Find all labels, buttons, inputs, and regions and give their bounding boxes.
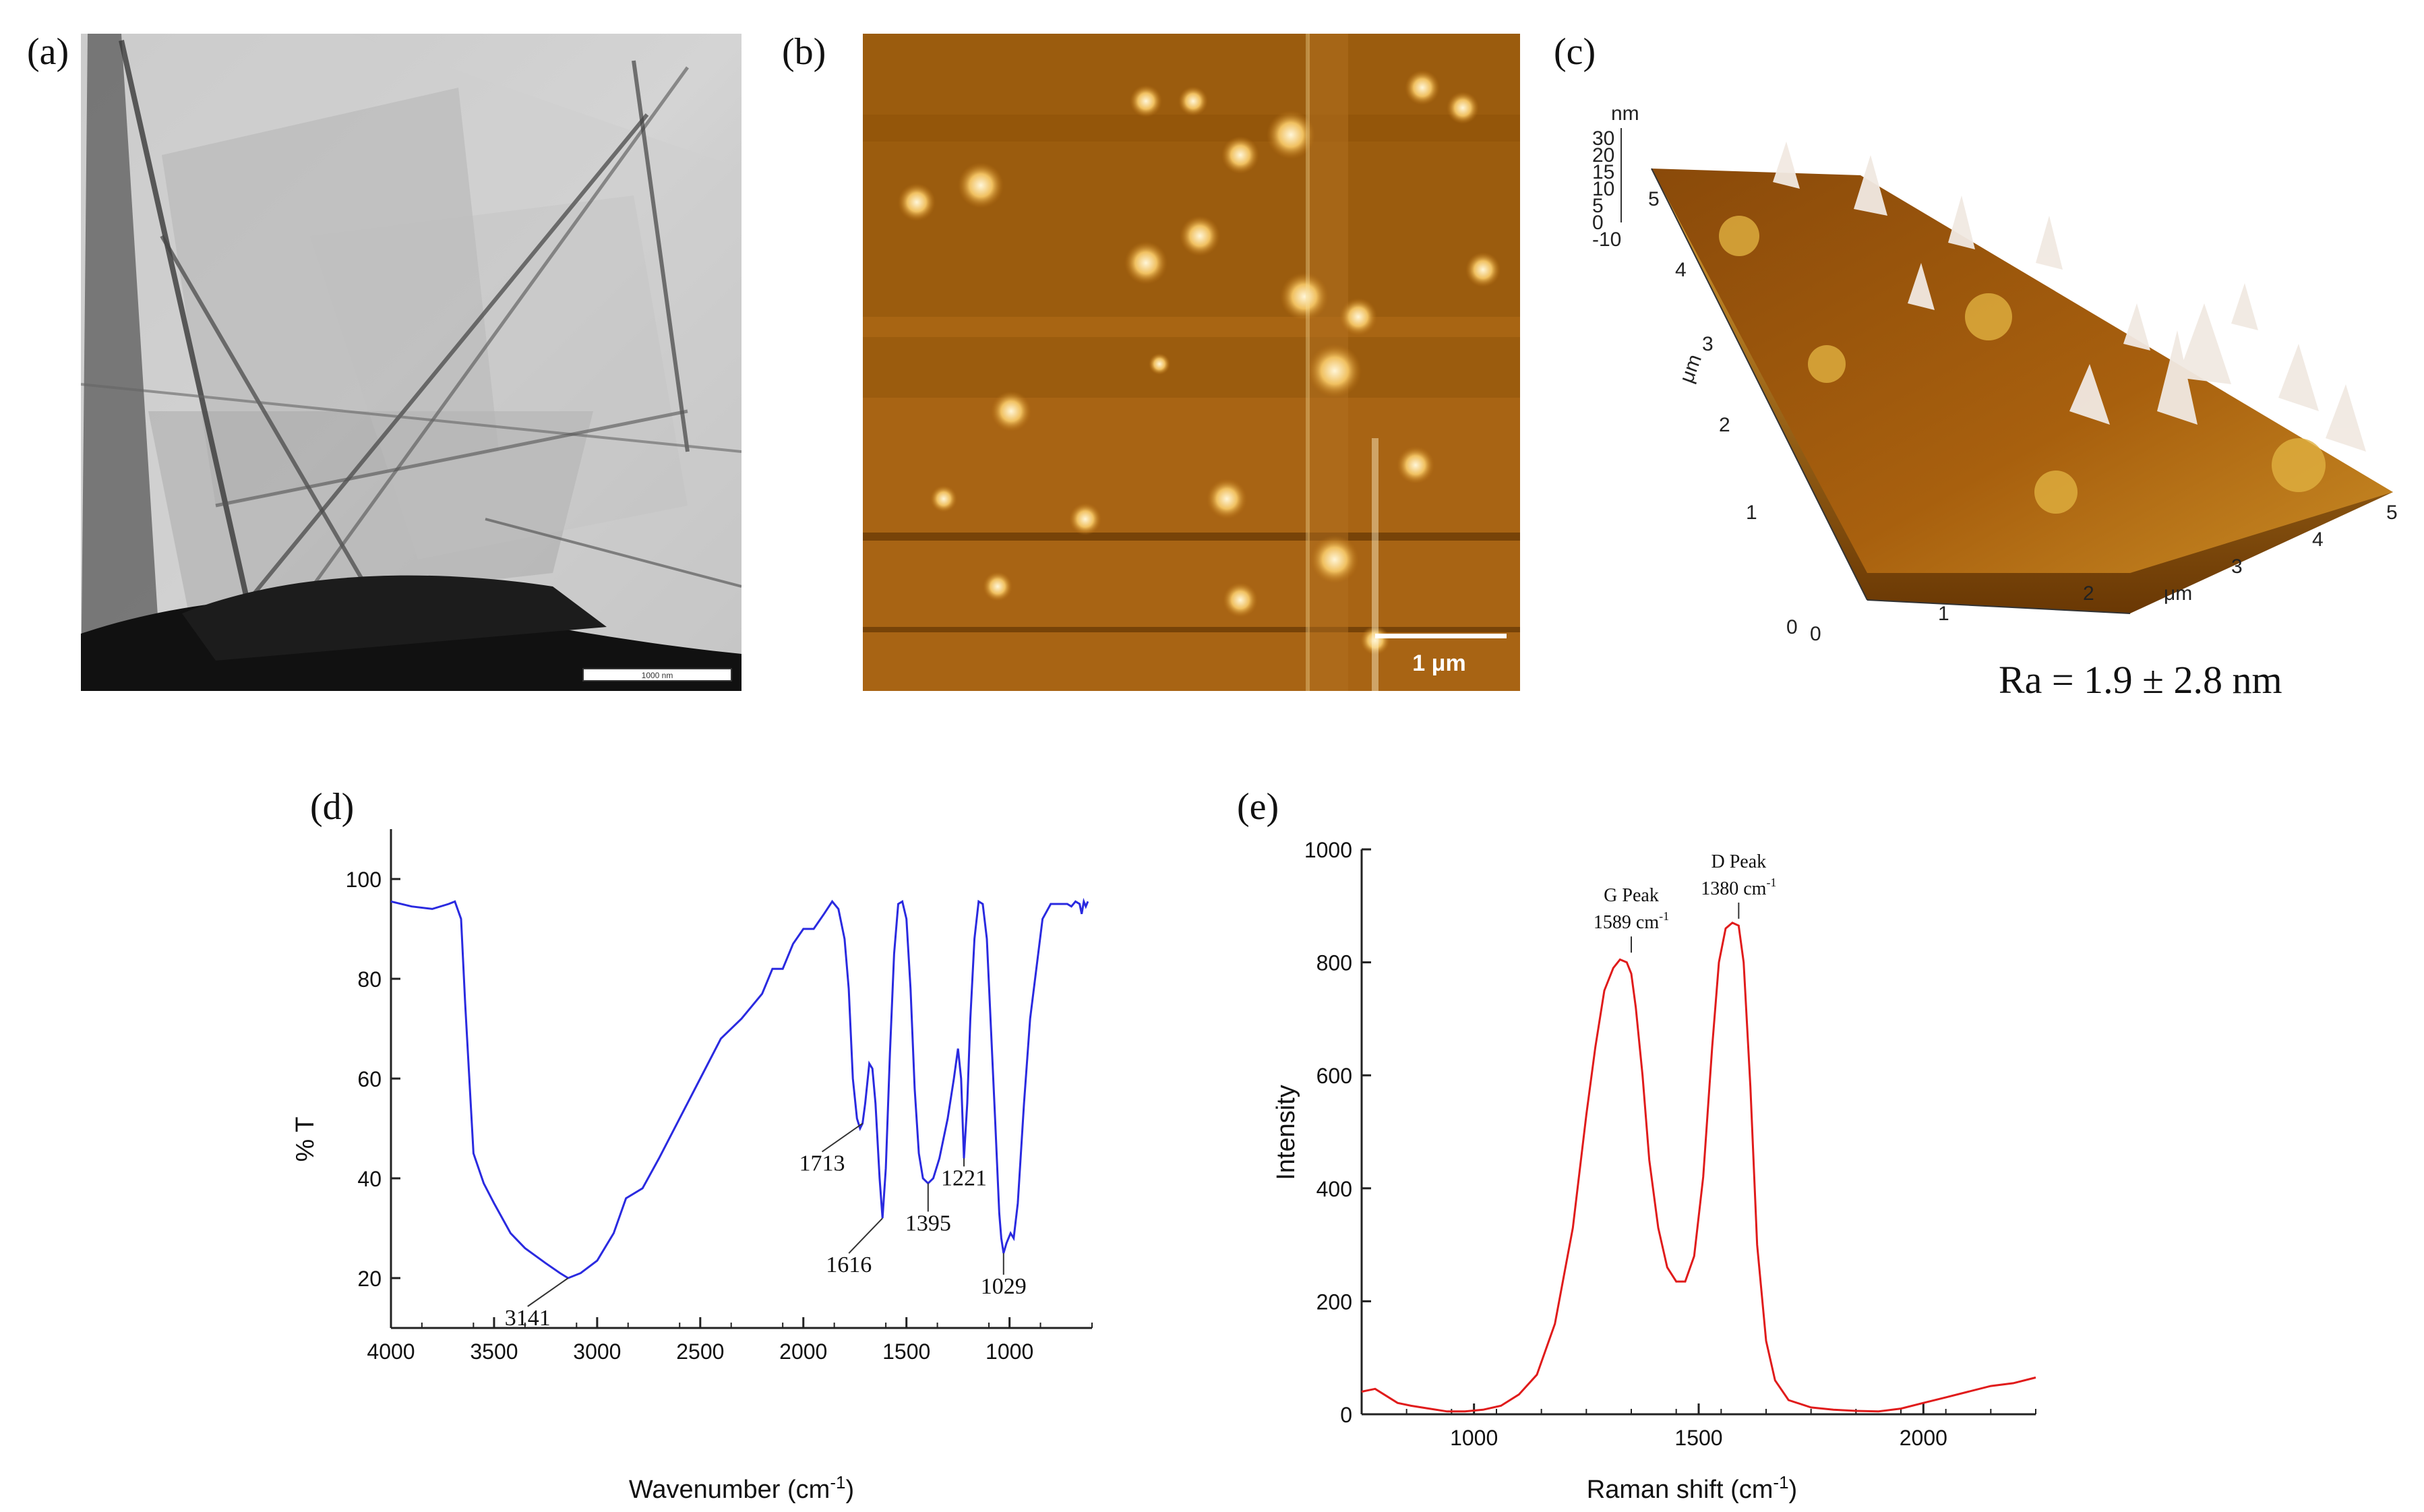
y-tick-label: 0 [1786,616,1798,638]
ftir-annotation-leader [527,1277,569,1307]
y-tick-label: 100 [346,868,382,892]
tem-scalebar-label: 1000 nm [642,671,673,680]
x-tick-label: 2000 [1900,1426,1947,1450]
raman-series-line [1361,921,2036,1413]
x-tick-label: 2500 [676,1339,724,1364]
ftir-x-axis-label: Wavenumber (cm-1) [629,1472,854,1504]
panel-e-label: (e) [1237,786,1279,828]
y-tick-label: 40 [357,1167,382,1191]
raman-x-axis-label: Raman shift (cm-1) [1587,1472,1797,1504]
ftir-y-axis-label: % T [291,1117,320,1162]
y-tick-label: 4 [1675,259,1687,281]
raman-annotation-value: 1589 cm-1 [1594,909,1669,933]
y-tick-label: 20 [357,1267,382,1291]
y-tick-label: 600 [1316,1064,1352,1088]
z-tick-label: 5 [1592,195,1604,217]
x-tick-label: 4000 [367,1339,415,1364]
panel-d-label: (d) [310,786,355,828]
raman-annotation-title: D Peak [1711,851,1767,872]
z-unit-label: nm [1611,102,1639,125]
raman-annotation-value: 1380 cm-1 [1701,876,1776,899]
x-tick-label: 1000 [1450,1426,1498,1450]
ftir-annotation-label: 1221 [941,1166,987,1190]
x-tick-label: 1500 [1674,1426,1722,1450]
x-tick-label: 2000 [779,1339,827,1364]
ftir-annotation-label: 1029 [981,1274,1027,1299]
x-tick-label: 2 [2083,582,2094,605]
raman-annotation-title: G Peak [1604,885,1659,906]
y-tick-label: 1 [1746,502,1757,524]
y-tick-label: 80 [357,967,382,992]
y-tick-label: 400 [1316,1177,1352,1201]
x-tick-label: 3500 [470,1339,518,1364]
x-unit-label: μm [2164,582,2192,605]
z-tick-label: 20 [1592,144,1614,167]
x-tick-label: 1000 [986,1339,1033,1364]
x-tick-label: 5 [2386,502,2398,524]
z-tick-label: 15 [1592,161,1614,183]
x-tick-label: 1 [1938,603,1949,625]
z-tick-label: -10 [1592,229,1621,251]
z-tick-label: 10 [1592,178,1614,200]
panel-b-label: (b) [782,31,826,73]
x-tick-label: 3000 [573,1339,621,1364]
raman-y-axis-label: Intensity [1272,1085,1300,1180]
tem-image: 1000 nm [81,34,741,691]
panel-c-label: (c) [1554,31,1596,73]
afm-3d-image: nm 30 20 15 10 5 0 -10 μm 0 1 2 3 4 5 0 … [1571,61,2420,667]
ftir-annotation-leader [821,1122,863,1153]
y-tick-label: 0 [1340,1403,1352,1427]
x-tick-label: 3 [2231,555,2243,578]
ftir-annotation-label: 3141 [505,1306,551,1331]
y-tick-label: 60 [357,1067,382,1091]
x-tick-label: 4 [2312,528,2324,551]
ftir-series-line [390,897,1089,1279]
x-tick-label: 1500 [882,1339,930,1364]
x-tick-label: 0 [1810,623,1821,645]
y-tick-label: 800 [1316,951,1352,975]
afm-2d-image: 1 μm [863,34,1520,691]
z-tick-label: 0 [1592,212,1604,234]
ftir-annotation-label: 1713 [799,1151,845,1176]
afm-scalebar-label: 1 μm [1412,651,1465,676]
y-tick-label: 3 [1702,333,1714,355]
raman-chart: 0 200 400 600 800 1000 1000 1500 2000 G Peak 1589… [1272,838,2036,1504]
z-tick-label: 30 [1592,127,1614,150]
y-tick-label: 200 [1316,1290,1352,1314]
y-tick-label: 5 [1648,188,1660,210]
y-tick-label: 1000 [1304,838,1352,862]
ftir-annotation-leader [848,1217,883,1254]
roughness-value: Ra = 1.9 ± 2.8 nm [1999,658,2282,702]
ftir-annotation-label: 1616 [826,1252,872,1277]
y-unit-label: μm [1676,351,1706,386]
y-tick-label: 2 [1719,414,1730,436]
ftir-annotation-label: 1395 [905,1211,951,1236]
panel-a-label: (a) [27,31,69,73]
